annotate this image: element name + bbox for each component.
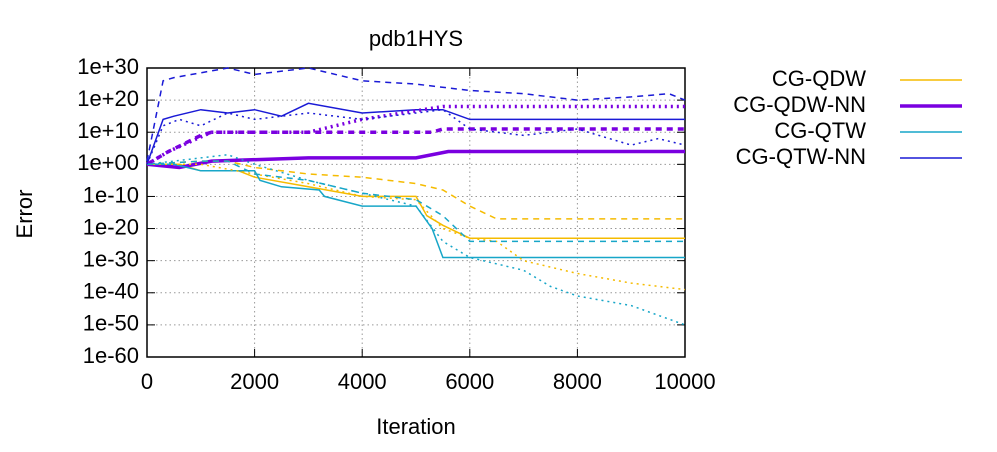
y-tick-label: 1e-10 xyxy=(83,182,139,207)
x-tick-label: 10000 xyxy=(654,369,715,394)
legend-label: CG-QTW xyxy=(774,118,866,143)
x-axis-label: Iteration xyxy=(376,414,456,439)
chart-title: pdb1HYS xyxy=(369,26,463,51)
y-tick-label: 1e-40 xyxy=(83,279,139,304)
series-line xyxy=(146,104,685,166)
y-tick-label: 1e+20 xyxy=(77,86,139,111)
legend-label: CG-QDW-NN xyxy=(733,92,866,117)
y-tick-label: 1e+00 xyxy=(77,150,139,175)
series-line xyxy=(146,149,685,170)
y-tick-label: 1e-60 xyxy=(83,343,139,368)
series-line xyxy=(146,160,685,243)
series-line xyxy=(147,163,685,239)
legend-label: CG-QDW xyxy=(772,66,866,91)
x-tick-label: 8000 xyxy=(553,369,602,394)
y-tick-label: 1e-30 xyxy=(83,246,139,271)
series-line xyxy=(147,163,685,259)
x-tick-label: 6000 xyxy=(445,369,494,394)
series-line xyxy=(146,102,685,165)
series-line xyxy=(146,153,686,326)
y-axis-label: Error xyxy=(12,190,37,239)
series-line xyxy=(146,160,685,220)
series-line xyxy=(146,108,686,165)
series-line xyxy=(147,163,686,291)
x-tick-label: 4000 xyxy=(338,369,387,394)
legend-label: CG-QTW-NN xyxy=(736,144,866,169)
y-tick-label: 1e-50 xyxy=(83,311,139,336)
x-tick-label: 0 xyxy=(141,369,153,394)
y-tick-label: 1e+10 xyxy=(77,118,139,143)
y-tick-label: 1e+30 xyxy=(77,54,139,79)
series-line xyxy=(146,67,686,162)
plot-frame xyxy=(146,67,686,358)
y-tick-label: 1e-20 xyxy=(83,214,139,239)
x-tick-label: 2000 xyxy=(230,369,279,394)
